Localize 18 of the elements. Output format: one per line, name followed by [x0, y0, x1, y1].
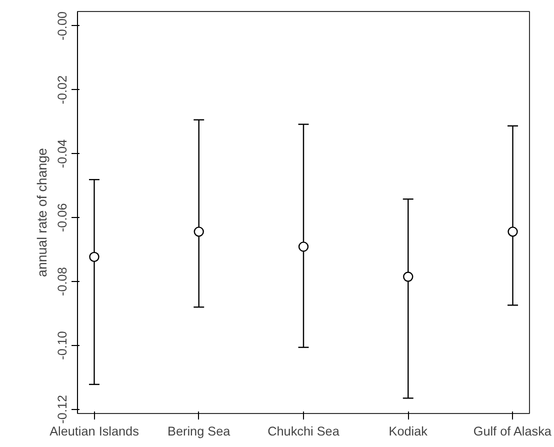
x-tick-label: Bering Sea	[168, 424, 232, 438]
point	[194, 226, 204, 237]
y-tick-label: -0.10	[56, 331, 70, 360]
y-axis-title: annual rate of change	[34, 148, 50, 277]
x-tick-label: Chukchi Sea	[268, 424, 340, 438]
y-tick-label: -0.08	[56, 267, 70, 296]
y-tick-label: -0.12	[56, 394, 70, 424]
x-tick-label: Gulf of Alaska	[473, 424, 552, 438]
y-tick-label: -0.04	[56, 139, 70, 168]
x-tick-label: Aleutian Islands	[50, 424, 139, 438]
point	[508, 226, 518, 237]
y-tick-label: -0.00	[56, 11, 70, 40]
x-tick-label: Kodiak	[388, 424, 428, 438]
point	[89, 252, 100, 262]
point	[403, 272, 414, 282]
y-tick-label: -0.06	[56, 203, 70, 232]
y-tick-label: -0.02	[56, 75, 70, 104]
point	[298, 242, 309, 252]
